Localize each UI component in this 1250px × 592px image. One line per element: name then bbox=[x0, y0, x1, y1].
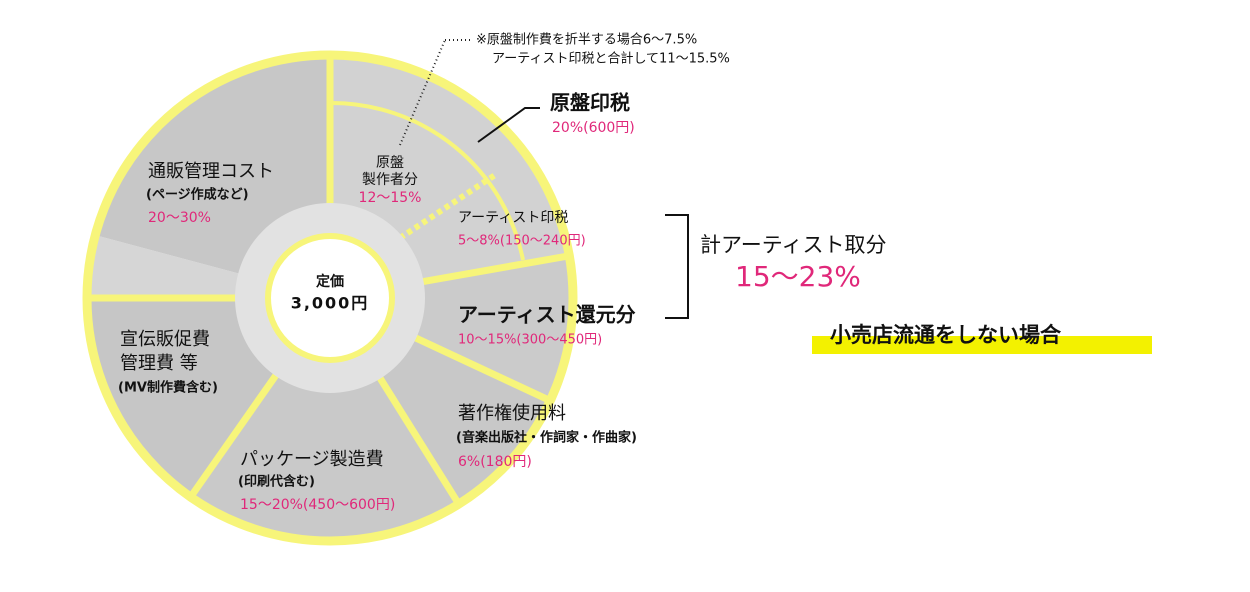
leader bbox=[477, 107, 540, 143]
segment-sub: (MV制作費含む) bbox=[118, 380, 218, 396]
outer-ring bbox=[82, 50, 578, 546]
segment-value: 20〜30% bbox=[148, 210, 211, 226]
segment-sub: (ページ作成など) bbox=[146, 187, 249, 203]
segment-title: 製作者分 bbox=[362, 172, 418, 188]
note: アーティスト印税と合計して11〜15.5% bbox=[492, 51, 730, 67]
segment-sub: (印刷代含む) bbox=[238, 474, 315, 490]
segment-title: パッケージ製造費 bbox=[240, 449, 384, 470]
segment-title: 著作権使用料 bbox=[458, 403, 566, 424]
dotted-divider bbox=[383, 172, 497, 251]
segment-title: アーティスト印税 bbox=[458, 210, 568, 226]
segment-sub: (音楽出版社・作詞家・作曲家) bbox=[456, 430, 637, 446]
highlight bbox=[812, 336, 1152, 354]
note: ※原盤制作費を折半する場合6〜7.5% bbox=[476, 33, 697, 48]
center-price: 3,000円 bbox=[291, 294, 370, 313]
segment-title: 管理費 等 bbox=[120, 353, 198, 374]
inner-arc bbox=[329, 100, 525, 261]
segment-title: 通販管理コスト bbox=[148, 161, 274, 182]
segment-value: 12〜15% bbox=[359, 190, 422, 206]
center-label: 定価 bbox=[316, 273, 344, 290]
segment-value: 20%(600円) bbox=[552, 120, 635, 136]
segment-title: 原盤印税 bbox=[550, 91, 630, 115]
segment-value: 6%(180円) bbox=[458, 454, 532, 470]
wedge bbox=[190, 298, 459, 541]
segment-title: アーティスト還元分 bbox=[458, 303, 636, 327]
segment-value: 10〜15%(300〜450円) bbox=[458, 333, 602, 348]
center-circle bbox=[265, 233, 395, 363]
segment-value: 15〜20%(450〜600円) bbox=[240, 497, 395, 513]
condition: 小売店流通をしない場合 bbox=[830, 323, 1062, 347]
segment-value: 5〜8%(150〜240円) bbox=[458, 234, 586, 249]
segment-title: 原盤 bbox=[376, 155, 404, 171]
total-label: 計アーティスト取分 bbox=[700, 233, 886, 257]
bracket bbox=[665, 214, 689, 319]
total-value: 15〜23% bbox=[735, 260, 861, 293]
segment-title: 宣伝販促費 bbox=[120, 329, 210, 350]
